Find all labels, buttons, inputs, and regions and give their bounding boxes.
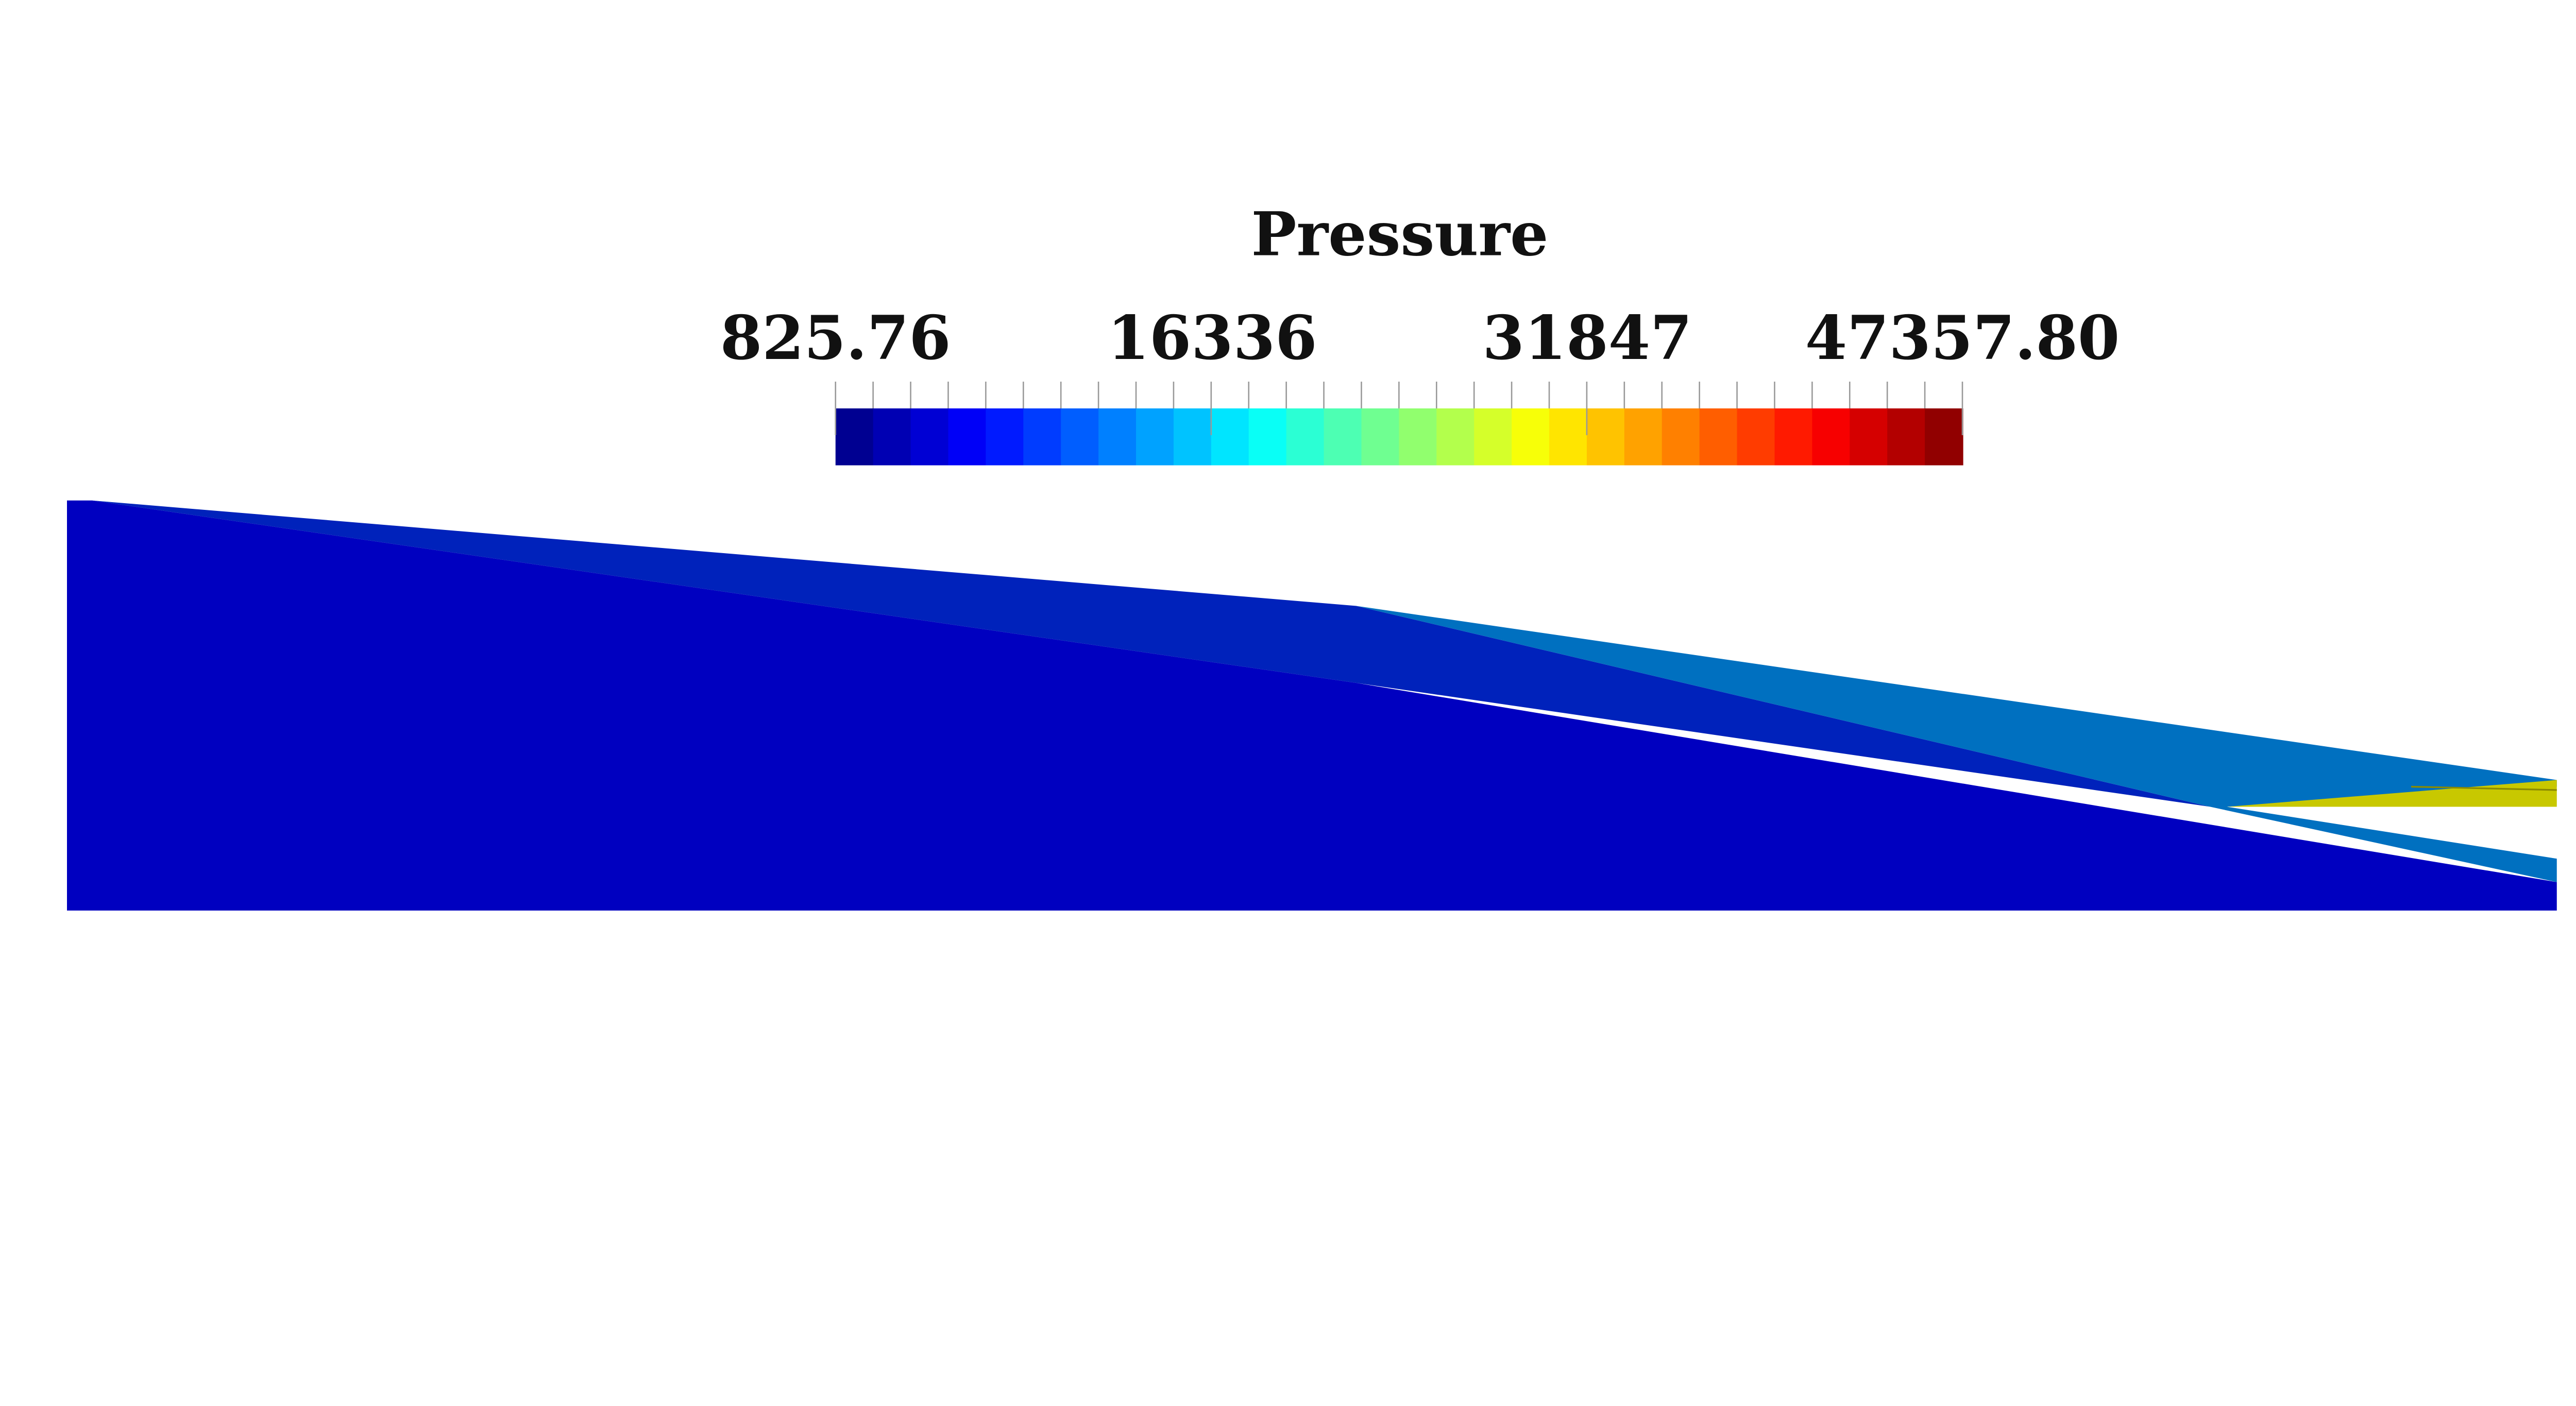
colorbar-segment [873,408,912,466]
colorbar-segment [1737,408,1776,466]
colorbar-segment [1173,408,1212,466]
colorbar-segment [1586,408,1625,466]
colorbar-segment [948,408,987,466]
colorbar-segment [1512,408,1550,466]
region-upper [1356,606,2557,882]
colorbar-segment [1098,408,1137,466]
colorbar-segment [1474,408,1513,466]
colorbar [835,382,1963,466]
colorbar-segment [1850,408,1888,466]
colorbar-segment [1361,408,1400,466]
colorbar-label: 16336 [1107,302,1317,373]
colorbar-segment [1061,408,1099,466]
colorbar-segment [1699,408,1738,466]
colorbar-segment [1399,408,1437,466]
colorbar-label: 31847 [1482,302,1692,373]
colorbar-segment [1023,408,1062,466]
colorbar-segment [1887,408,1926,466]
colorbar-segment [1136,408,1175,466]
colorbar-segment [1286,408,1325,466]
colorbar-segment [835,408,874,466]
colorbar-segment [910,408,950,466]
region-low [67,500,2557,911]
colorbar-segment [1436,408,1475,466]
colorbar-title: Pressure [1251,198,1549,269]
edge [2411,785,2557,791]
colorbar-segment [1624,408,1663,466]
colorbar-segment [1324,408,1363,466]
colorbar-segment [1925,408,1963,466]
colorbar-segment [1812,408,1851,466]
region-high [2227,780,2557,807]
colorbar-segment [1549,408,1588,466]
geometry [67,500,2557,911]
colorbar-label: 825.76 [720,302,951,373]
colorbar-label: 47357.80 [1805,302,2120,373]
colorbar-segment [1662,408,1701,466]
colorbar-segment [986,408,1024,466]
colorbar-segment [1211,408,1250,466]
colorbar-segment [1248,408,1287,466]
colorbar-segment [1774,408,1813,466]
